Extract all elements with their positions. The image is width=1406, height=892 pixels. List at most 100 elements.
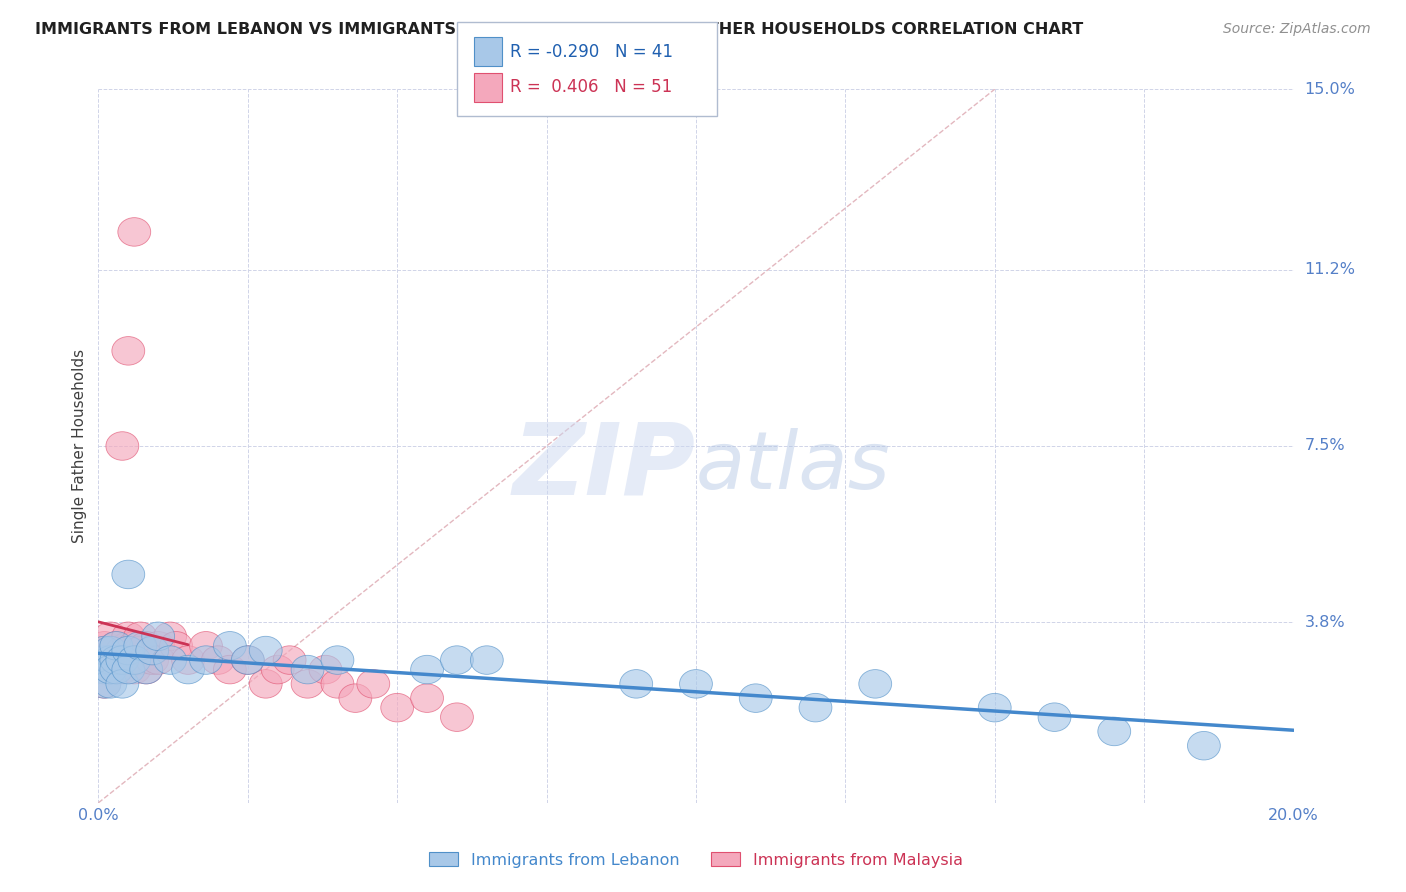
Ellipse shape: [89, 646, 121, 674]
Ellipse shape: [100, 656, 132, 684]
Ellipse shape: [153, 622, 187, 650]
Ellipse shape: [94, 636, 127, 665]
Ellipse shape: [112, 336, 145, 365]
Ellipse shape: [94, 636, 127, 665]
Ellipse shape: [1188, 731, 1220, 760]
Ellipse shape: [214, 656, 246, 684]
Ellipse shape: [118, 646, 150, 674]
Ellipse shape: [142, 646, 174, 674]
Ellipse shape: [94, 622, 127, 650]
Ellipse shape: [190, 632, 222, 660]
Ellipse shape: [89, 656, 121, 684]
Y-axis label: Single Father Households: Single Father Households: [72, 349, 87, 543]
Ellipse shape: [129, 656, 163, 684]
Ellipse shape: [381, 693, 413, 722]
Ellipse shape: [136, 636, 169, 665]
Text: R = -0.290   N = 41: R = -0.290 N = 41: [510, 43, 673, 61]
Ellipse shape: [94, 656, 127, 684]
Text: atlas: atlas: [696, 428, 891, 507]
Ellipse shape: [1038, 703, 1071, 731]
Ellipse shape: [273, 646, 307, 674]
Ellipse shape: [124, 636, 156, 665]
Ellipse shape: [89, 656, 121, 684]
Ellipse shape: [118, 632, 150, 660]
Ellipse shape: [214, 632, 246, 660]
Ellipse shape: [94, 670, 127, 698]
Ellipse shape: [112, 622, 145, 650]
Text: IMMIGRANTS FROM LEBANON VS IMMIGRANTS FROM MALAYSIA SINGLE FATHER HOUSEHOLDS COR: IMMIGRANTS FROM LEBANON VS IMMIGRANTS FR…: [35, 22, 1084, 37]
Ellipse shape: [471, 646, 503, 674]
Ellipse shape: [979, 693, 1011, 722]
Ellipse shape: [89, 636, 121, 665]
Ellipse shape: [291, 670, 323, 698]
Text: Source: ZipAtlas.com: Source: ZipAtlas.com: [1223, 22, 1371, 37]
Ellipse shape: [411, 684, 443, 713]
Ellipse shape: [309, 656, 342, 684]
Ellipse shape: [136, 646, 169, 674]
Ellipse shape: [94, 656, 127, 684]
Ellipse shape: [112, 636, 145, 665]
Ellipse shape: [357, 670, 389, 698]
Ellipse shape: [118, 656, 150, 684]
Ellipse shape: [118, 218, 150, 246]
Ellipse shape: [105, 670, 139, 698]
Ellipse shape: [142, 622, 174, 650]
Ellipse shape: [620, 670, 652, 698]
Ellipse shape: [172, 656, 204, 684]
Ellipse shape: [321, 646, 354, 674]
Legend: Immigrants from Lebanon, Immigrants from Malaysia: Immigrants from Lebanon, Immigrants from…: [423, 846, 969, 874]
Ellipse shape: [679, 670, 713, 698]
Ellipse shape: [124, 632, 156, 660]
Text: 11.2%: 11.2%: [1305, 262, 1355, 277]
Ellipse shape: [411, 656, 443, 684]
Ellipse shape: [232, 646, 264, 674]
Ellipse shape: [112, 646, 145, 674]
Ellipse shape: [160, 632, 193, 660]
Ellipse shape: [740, 684, 772, 713]
Text: 15.0%: 15.0%: [1305, 82, 1355, 96]
Ellipse shape: [94, 646, 127, 674]
Ellipse shape: [112, 656, 145, 684]
Ellipse shape: [105, 656, 139, 684]
Text: ZIP: ZIP: [513, 419, 696, 516]
Ellipse shape: [112, 632, 145, 660]
Ellipse shape: [100, 646, 132, 674]
Ellipse shape: [105, 432, 139, 460]
Text: 7.5%: 7.5%: [1305, 439, 1346, 453]
Ellipse shape: [232, 646, 264, 674]
Ellipse shape: [129, 656, 163, 684]
Ellipse shape: [440, 646, 474, 674]
Ellipse shape: [118, 646, 150, 674]
Ellipse shape: [339, 684, 371, 713]
Ellipse shape: [249, 636, 283, 665]
Ellipse shape: [89, 636, 121, 665]
Ellipse shape: [100, 632, 132, 660]
Ellipse shape: [94, 646, 127, 674]
Ellipse shape: [321, 670, 354, 698]
Ellipse shape: [105, 646, 139, 674]
Ellipse shape: [190, 646, 222, 674]
Ellipse shape: [262, 656, 294, 684]
Ellipse shape: [172, 646, 204, 674]
Ellipse shape: [201, 646, 235, 674]
Ellipse shape: [859, 670, 891, 698]
Ellipse shape: [105, 636, 139, 665]
Ellipse shape: [153, 646, 187, 674]
Ellipse shape: [291, 656, 323, 684]
Ellipse shape: [1098, 717, 1130, 746]
Text: R =  0.406   N = 51: R = 0.406 N = 51: [510, 78, 672, 96]
Ellipse shape: [129, 632, 163, 660]
Ellipse shape: [142, 632, 174, 660]
Ellipse shape: [89, 670, 121, 698]
Ellipse shape: [89, 670, 121, 698]
Ellipse shape: [440, 703, 474, 731]
Text: 3.8%: 3.8%: [1305, 615, 1346, 630]
Ellipse shape: [89, 646, 121, 674]
Ellipse shape: [100, 646, 132, 674]
Ellipse shape: [136, 636, 169, 665]
Ellipse shape: [100, 632, 132, 660]
Ellipse shape: [799, 693, 832, 722]
Ellipse shape: [89, 632, 121, 660]
Ellipse shape: [124, 646, 156, 674]
Ellipse shape: [124, 622, 156, 650]
